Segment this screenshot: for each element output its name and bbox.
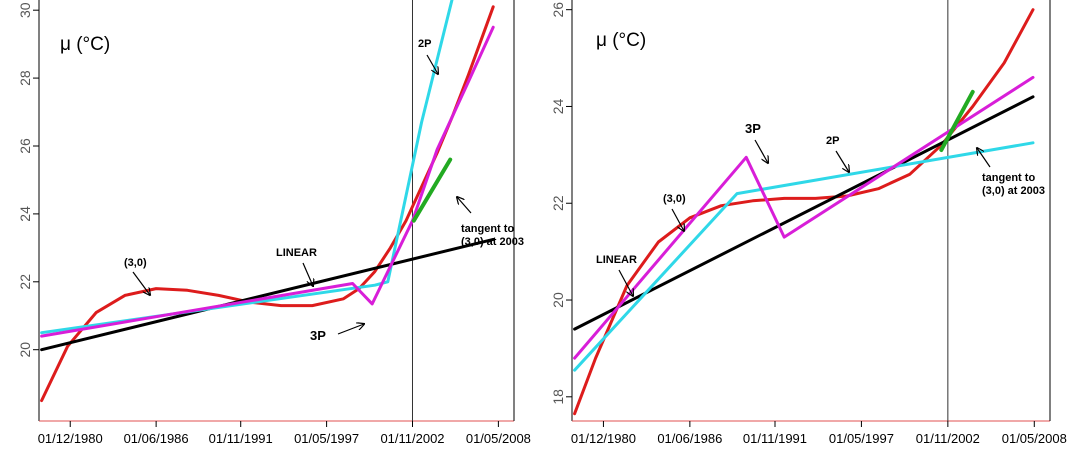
y-tick-label: 24 [550,98,566,114]
series-line-3p [573,75,1035,360]
annotation-tangent-line2: (3,0) at 2003 [461,236,524,248]
y-tick-label: 28 [17,70,33,86]
y-tick-label: 24 [17,206,33,222]
annotation-30: (3,0) [124,257,147,269]
annotation-30-arrow [671,208,684,231]
series-line-2p [40,0,454,335]
annotation-3p-arrow [337,324,364,335]
series-line-3p [40,25,495,338]
x-tick-label: 01/12/1980 [38,431,103,446]
x-tick-label: 01/11/2002 [380,431,444,446]
annotation-linear: LINEAR [596,254,637,266]
y-tick-label: 26 [550,2,566,18]
y-tick-label: 30 [17,2,33,18]
annotation-3p: 3P [310,328,326,343]
series-group [40,0,495,403]
annotation-tangent-arrow [457,197,472,214]
y-tick-label: 22 [550,195,566,211]
x-tick-label: 01/05/1997 [829,431,894,446]
annotation-2p-arrow [835,150,849,172]
y-tick-label: 26 [17,138,33,154]
annotation-3p: 3P [745,121,761,136]
series-line-tangent-to-3-0-at-2003 [411,157,453,223]
x-tick-label: 01/11/1991 [209,431,273,446]
annotation-tangent-arrow [977,148,991,168]
annotation-30-arrow [132,271,150,295]
y-axis-label: μ (°C) [60,34,110,55]
annotation-2p: 2P [418,38,431,50]
y-axis-ticks: 18 20 22 24 26 [550,2,572,405]
y-tick-label: 22 [17,274,33,290]
x-tick-label: 01/06/1986 [657,431,722,446]
x-tick-label: 01/12/1980 [571,431,636,446]
annotation-tangent-line1: tangent to [982,172,1035,184]
right-chart-panel: 18 20 22 24 26 01/12/1980 01/06/1986 01/11/199… [550,0,1067,446]
annotation-30: (3,0) [663,193,686,205]
left-chart-panel: 20 22 24 26 28 30 01/12/1980 01/06/1986 01/11/1… [17,0,531,446]
x-tick-label: 01/11/1991 [743,431,807,446]
y-tick-label: 18 [550,389,566,405]
y-tick-label: 20 [550,292,566,308]
annotation-linear: LINEAR [276,247,317,259]
series-line-linear [40,237,495,352]
series-group [573,8,1035,416]
annotation-tangent-line1: tangent to [461,223,514,235]
y-axis-label: μ (°C) [596,30,646,51]
annotation-2p-arrow [426,54,438,74]
x-tick-label: 01/11/2002 [916,431,980,446]
annotation-tangent-line2: (3,0) at 2003 [982,185,1045,197]
series-line-2p [573,141,1035,372]
annotation-linear-arrow [302,262,313,286]
x-tick-label: 01/05/1997 [294,431,359,446]
x-axis-ticks: 01/12/1980 01/06/1986 01/11/1991 01/05/1997… [571,421,1067,446]
x-tick-label: 01/06/1986 [124,431,189,446]
annotation-linear-arrow [618,269,633,296]
series-line-linear [573,95,1035,331]
y-axis-ticks: 20 22 24 26 28 30 [17,2,39,357]
x-tick-label: 01/05/2008 [1002,431,1067,446]
annotation-3p-arrow [754,139,768,163]
series-line-tangent-to-3-0-at-2003 [939,89,975,152]
y-tick-label: 20 [17,342,33,358]
x-tick-label: 01/05/2008 [466,431,531,446]
annotation-2p: 2P [826,135,839,147]
x-axis-ticks: 01/12/1980 01/06/1986 01/11/1991 01/05/1997… [38,421,531,446]
